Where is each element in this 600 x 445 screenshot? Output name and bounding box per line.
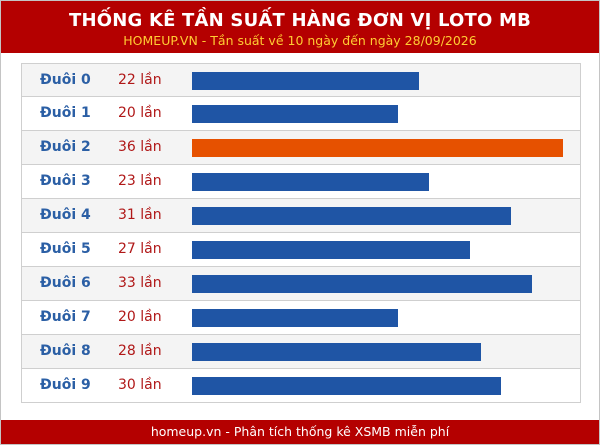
chart-subtitle: HOMEUP.VN - Tần suất về 10 ngày đến ngày… bbox=[123, 33, 477, 48]
bar bbox=[192, 343, 481, 361]
bar-row: Đuôi 7 20 lần bbox=[21, 301, 581, 335]
value-label: 28 lần bbox=[118, 343, 162, 359]
bar-rows: Đuôi 0 22 lần Đuôi 1 20 lần Đuôi 2 36 lần Đuôi… bbox=[21, 63, 581, 403]
bar bbox=[192, 309, 398, 327]
bar bbox=[192, 275, 532, 293]
bar-row: Đuôi 0 22 lần bbox=[21, 63, 581, 97]
bar-row: Đuôi 5 27 lần bbox=[21, 233, 581, 267]
value-label: 20 lần bbox=[118, 309, 162, 325]
header-banner: THỐNG KÊ TẦN SUẤT HÀNG ĐƠN VỊ LOTO MB HO… bbox=[1, 1, 599, 53]
bar bbox=[192, 241, 470, 259]
bar-row: Đuôi 4 31 lần bbox=[21, 199, 581, 233]
category-label: Đuôi 7 bbox=[40, 309, 91, 325]
footer-banner: homeup.vn - Phân tích thống kê XSMB miễn… bbox=[1, 420, 599, 444]
category-label: Đuôi 5 bbox=[40, 241, 91, 257]
bar-row: Đuôi 3 23 lần bbox=[21, 165, 581, 199]
bar-row: Đuôi 6 33 lần bbox=[21, 267, 581, 301]
category-label: Đuôi 1 bbox=[40, 105, 91, 121]
value-label: 27 lần bbox=[118, 241, 162, 257]
value-label: 23 lần bbox=[118, 173, 162, 189]
bar-row: Đuôi 1 20 lần bbox=[21, 97, 581, 131]
category-label: Đuôi 4 bbox=[40, 207, 91, 223]
bar-row: Đuôi 8 28 lần bbox=[21, 335, 581, 369]
value-label: 31 lần bbox=[118, 207, 162, 223]
value-label: 20 lần bbox=[118, 105, 162, 121]
category-label: Đuôi 6 bbox=[40, 275, 91, 291]
bar bbox=[192, 173, 429, 191]
category-label: Đuôi 3 bbox=[40, 173, 91, 189]
bar-row: Đuôi 9 30 lần bbox=[21, 369, 581, 403]
category-label: Đuôi 2 bbox=[40, 139, 91, 155]
value-label: 22 lần bbox=[118, 72, 162, 88]
bar bbox=[192, 139, 563, 157]
category-label: Đuôi 8 bbox=[40, 343, 91, 359]
value-label: 33 lần bbox=[118, 275, 162, 291]
bar bbox=[192, 72, 419, 90]
value-label: 30 lần bbox=[118, 377, 162, 393]
category-label: Đuôi 9 bbox=[40, 377, 91, 393]
category-label: Đuôi 0 bbox=[40, 72, 91, 88]
bar bbox=[192, 207, 511, 225]
value-label: 36 lần bbox=[118, 139, 162, 155]
bar bbox=[192, 105, 398, 123]
bar bbox=[192, 377, 501, 395]
chart-title: THỐNG KÊ TẦN SUẤT HÀNG ĐƠN VỊ LOTO MB bbox=[69, 10, 531, 31]
bar-row: Đuôi 2 36 lần bbox=[21, 131, 581, 165]
